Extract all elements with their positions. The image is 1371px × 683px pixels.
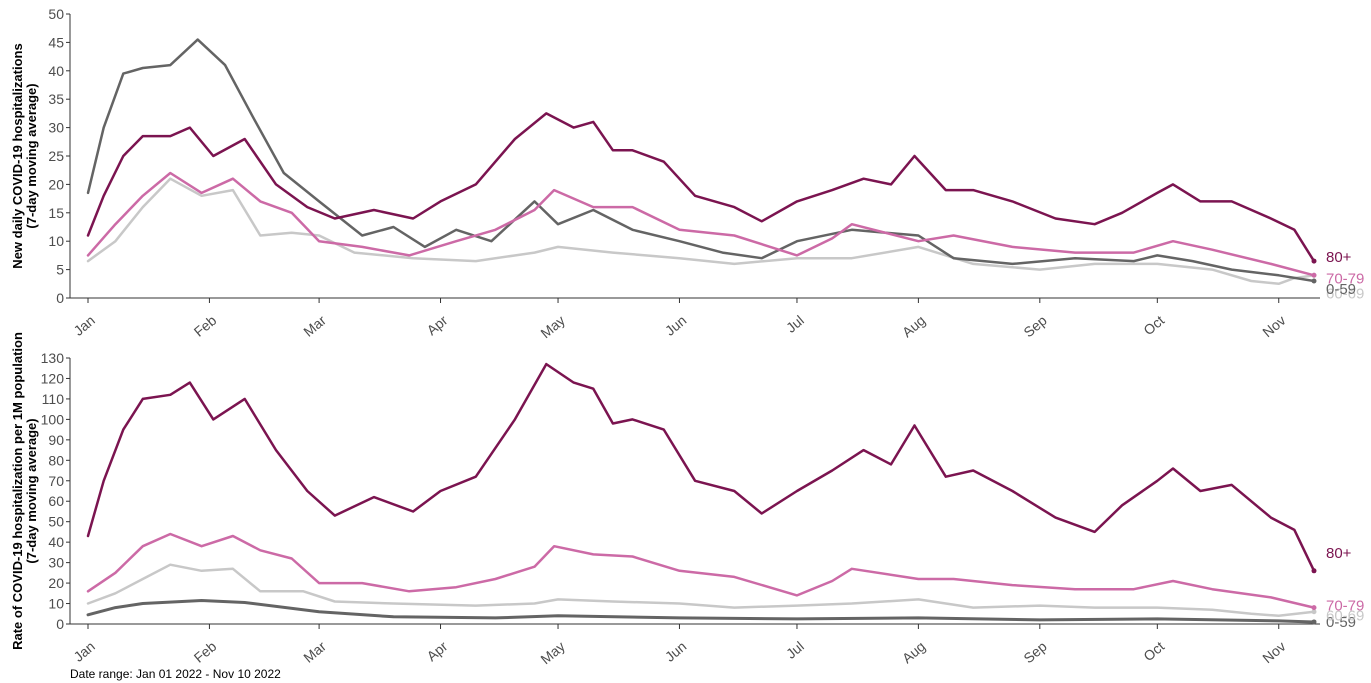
y-tick-label: 0 xyxy=(56,290,64,306)
series-end-point-0-59 xyxy=(1311,278,1317,284)
series-end-label-60-69: 60-69 xyxy=(1326,608,1364,625)
x-tick-label: Oct xyxy=(1140,638,1167,664)
y-axis-title-line: New daily COVID-19 hospitalizations xyxy=(10,43,25,268)
y-tick-label: 0 xyxy=(56,616,64,632)
x-tick-label: Jul xyxy=(783,638,807,662)
x-tick-label: Oct xyxy=(1140,312,1167,338)
x-tick-label: Feb xyxy=(191,638,220,666)
x-tick-label: Aug xyxy=(899,312,928,340)
series-line-70-79 xyxy=(86,532,1316,609)
x-tick-label: Jun xyxy=(662,312,690,339)
y-tick-label: 5 xyxy=(56,262,64,278)
series-line-80plus xyxy=(86,362,1316,573)
series-end-label-70-79: 70-79 xyxy=(1326,270,1364,287)
x-tick-label: Feb xyxy=(191,312,220,340)
y-tick-label: 10 xyxy=(48,596,64,612)
y-tick-label: 80 xyxy=(48,452,64,468)
x-tick-label: Jul xyxy=(783,312,807,336)
chart-panel-2: 0 10 20 30 40 50 60 70 80 90 100 110 120 130 Jan Feb Mar… xyxy=(10,332,1364,667)
y-tick-label: 15 xyxy=(48,205,64,221)
series-end-label-80plus: 80+ xyxy=(1326,249,1352,266)
x-tick-label: Jan xyxy=(70,638,98,665)
series-end-label-60-69: 60-69 xyxy=(1326,285,1364,302)
x-tick-label: Nov xyxy=(1259,638,1288,666)
x-tick-label: Mar xyxy=(300,312,329,340)
series-end-point-0-59 xyxy=(1311,619,1317,625)
x-tick-label: Apr xyxy=(423,312,450,338)
y-tick-label: 120 xyxy=(41,370,65,386)
y-tick-label: 40 xyxy=(48,534,64,550)
y-tick-label: 130 xyxy=(41,350,65,366)
series-end-point-60-69 xyxy=(1311,609,1317,615)
series-end-point-80plus xyxy=(1311,258,1317,264)
x-tick-label: Sep xyxy=(1020,312,1050,340)
series-end-label-80plus: 80+ xyxy=(1326,545,1352,562)
series-end-point-70-79 xyxy=(1311,605,1317,611)
y-tick-label: 45 xyxy=(48,34,64,50)
y-tick-label: 25 xyxy=(48,148,64,164)
y-tick-label: 10 xyxy=(48,233,64,249)
x-tick-label: May xyxy=(537,638,568,667)
x-tick-label: May xyxy=(537,312,568,341)
y-tick-label: 20 xyxy=(48,575,64,591)
series-line-60-69 xyxy=(86,177,1316,286)
y-tick-label: 20 xyxy=(48,176,64,192)
y-tick-label: 60 xyxy=(48,493,64,509)
series-line-70-79 xyxy=(86,171,1316,277)
date-range-footnote: Date range: Jan 01 2022 - Nov 10 2022 xyxy=(70,667,281,681)
series-line-0-59 xyxy=(86,599,1316,624)
y-tick-label: 50 xyxy=(48,514,64,530)
y-axis-title: Rate of COVID-19 hospitalization per 1M … xyxy=(10,332,39,650)
x-tick-label: Jun xyxy=(662,638,690,665)
y-tick-label: 110 xyxy=(42,391,65,407)
x-tick-label: Mar xyxy=(300,638,329,666)
y-axis-title-line: (7-day moving average) xyxy=(24,83,39,228)
series-end-label-70-79: 70-79 xyxy=(1326,598,1364,615)
series-line-0-59 xyxy=(86,38,1316,283)
x-tick-label: Apr xyxy=(423,638,450,664)
series-line-60-69 xyxy=(86,563,1316,618)
series-end-point-70-79 xyxy=(1311,272,1317,278)
y-tick-label: 30 xyxy=(48,555,64,571)
y-tick-label: 70 xyxy=(48,473,64,489)
series-line-80plus xyxy=(86,112,1316,263)
y-tick-label: 30 xyxy=(48,120,64,136)
y-axis-title: New daily COVID-19 hospitalizations(7-da… xyxy=(10,43,39,268)
series-end-point-80plus xyxy=(1311,568,1317,574)
x-tick-label: Jan xyxy=(70,312,98,339)
chart-panel-1: 0 5 10 15 20 25 30 35 40 45 50 Jan Feb Mar Apr May Jun Ju… xyxy=(10,6,1364,341)
x-tick-label: Aug xyxy=(899,638,928,666)
x-tick-label: Sep xyxy=(1020,638,1050,666)
series-end-label-0-59: 0-59 xyxy=(1326,281,1356,298)
y-tick-label: 100 xyxy=(41,411,65,427)
series-end-label-0-59: 0-59 xyxy=(1326,614,1356,631)
y-tick-label: 35 xyxy=(48,91,64,107)
y-tick-label: 90 xyxy=(48,432,64,448)
y-axis-title-line: Rate of COVID-19 hospitalization per 1M … xyxy=(10,332,25,650)
y-tick-label: 50 xyxy=(48,6,64,22)
y-tick-label: 40 xyxy=(48,63,64,79)
x-tick-label: Nov xyxy=(1259,312,1288,340)
y-axis-title-line: (7-day moving average) xyxy=(24,418,39,563)
